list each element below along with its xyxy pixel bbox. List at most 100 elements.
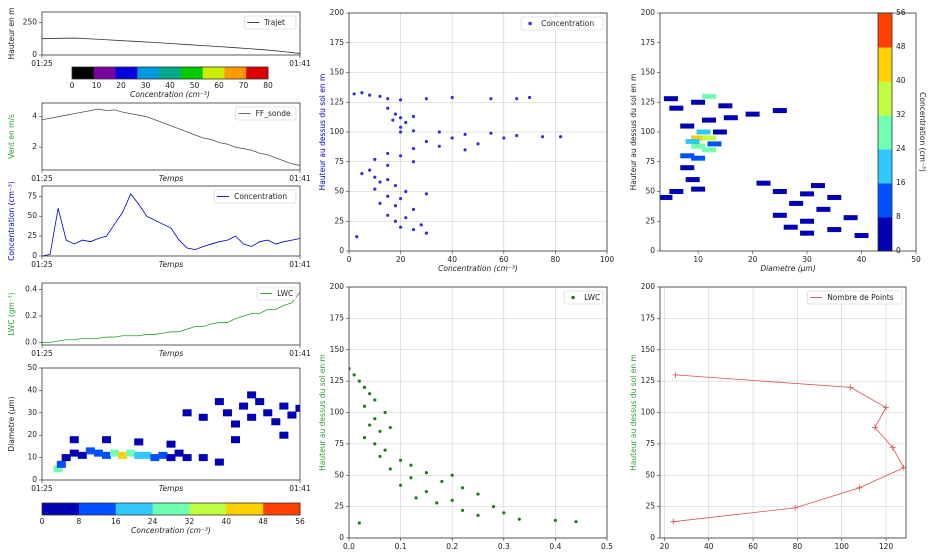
x-tick-label: 01:25 <box>31 484 53 493</box>
heat-cell <box>702 117 717 123</box>
heat-cell <box>150 454 160 462</box>
heat-cell <box>663 96 678 102</box>
colorbar-frame <box>877 12 893 252</box>
point <box>424 97 428 101</box>
point <box>373 175 377 179</box>
colorbar-tick-label: 50 <box>190 81 200 90</box>
point <box>391 118 395 122</box>
x-axis-label: Temps <box>159 484 183 493</box>
heat-cell <box>174 449 184 457</box>
colorbar-band <box>42 503 80 515</box>
colorbar-tick-label: 30 <box>141 81 151 90</box>
point <box>399 130 403 134</box>
x-tick-label: 20 <box>660 542 670 550</box>
heat-cell <box>255 398 265 406</box>
point <box>362 436 367 440</box>
point <box>368 392 372 396</box>
x-tick-label: 0.5 <box>601 542 613 550</box>
point <box>491 505 496 509</box>
plot-frame <box>41 11 301 56</box>
x-axis-label: Diametre (µm) <box>760 264 815 273</box>
y-tick-label: 150 <box>330 345 345 354</box>
heat-cell <box>745 111 760 117</box>
y-tick-label: 150 <box>330 68 345 77</box>
x-tick-label: 40 <box>704 542 714 550</box>
x-tick-label: 60 <box>748 542 758 550</box>
x-tick-label: 0.2 <box>446 542 458 550</box>
point <box>463 148 467 152</box>
x-tick-label: 40 <box>447 255 457 264</box>
point <box>419 223 423 227</box>
colorbar-tick-label: 60 <box>214 81 224 90</box>
legend-box <box>520 16 604 31</box>
heat-cell <box>669 105 684 111</box>
heat-cell <box>85 447 95 455</box>
heat-cell <box>685 139 700 145</box>
y-axis-label: Hauteur au dessus du sol en m <box>318 74 327 191</box>
point <box>399 458 403 462</box>
point <box>460 508 465 512</box>
heat-cell <box>680 165 695 171</box>
point <box>411 160 416 164</box>
y-axis-label: Hauteur en m <box>7 8 16 60</box>
x-tick-label: 01:25 <box>31 174 53 183</box>
legend-marker <box>528 21 532 26</box>
line <box>42 193 300 256</box>
y-tick-label: 0 <box>339 246 344 255</box>
colorbar-band <box>72 67 95 79</box>
point <box>386 213 390 217</box>
colorbar-tick-label: 32 <box>896 110 906 119</box>
y-tick-label: 75 <box>334 439 344 448</box>
y-tick-label: 25 <box>334 502 344 511</box>
point <box>393 183 398 188</box>
point <box>424 192 428 196</box>
y-axis-label: LWC (gm⁻³) <box>7 292 16 335</box>
point <box>399 225 403 229</box>
heat-cell <box>279 431 289 439</box>
plot-marks <box>42 193 300 256</box>
point <box>409 463 413 467</box>
colorbar-band <box>226 503 264 515</box>
y-tick-label: 50 <box>27 363 37 372</box>
heat-cell <box>182 409 192 417</box>
point-marker <box>670 518 677 525</box>
heat-cell <box>854 233 869 239</box>
heat-cell <box>158 451 168 459</box>
heat-cell <box>134 438 144 446</box>
point <box>424 471 428 475</box>
point <box>489 131 493 135</box>
legend-marker <box>571 295 575 300</box>
point <box>355 235 359 239</box>
y-tick-label: 50 <box>645 187 655 196</box>
point <box>357 521 361 525</box>
heat-cell <box>134 451 144 459</box>
heat-cell <box>702 93 717 99</box>
y-tick-label: 75 <box>334 157 344 166</box>
point <box>378 454 382 459</box>
y-tick-label: 0 <box>339 533 344 542</box>
colorbar-tick-label: 10 <box>92 81 102 90</box>
y-tick-label: 50 <box>334 187 344 196</box>
colorbar-tick-label: 8 <box>76 517 81 526</box>
point <box>515 97 519 101</box>
heat-cell <box>772 108 787 114</box>
x-tick-label: 01:41 <box>289 260 311 269</box>
heat-cell <box>77 451 87 459</box>
colorbar-band <box>159 67 182 79</box>
point <box>368 423 372 427</box>
y-axis-label: Concentration (cm⁻³) <box>7 181 16 261</box>
colorbar-label: Concentration (cm⁻³) <box>131 526 211 535</box>
point <box>411 207 416 211</box>
y-tick-label: 125 <box>641 376 656 385</box>
heat-cell <box>239 402 249 410</box>
point <box>386 151 390 156</box>
colorbar-band <box>878 217 892 252</box>
heat-cell <box>110 449 120 457</box>
legend-label: Concentration <box>541 19 594 28</box>
point <box>411 129 416 133</box>
point-marker <box>889 444 896 451</box>
legend-label: Concentration <box>234 192 287 201</box>
heat-cell <box>691 135 706 141</box>
point <box>386 178 390 182</box>
